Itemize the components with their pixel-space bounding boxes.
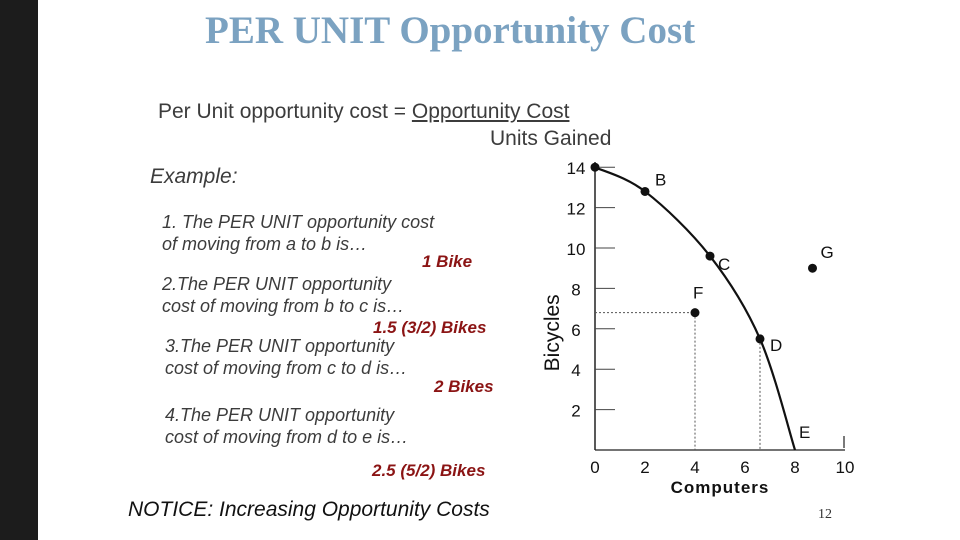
answer-4: 2.5 (5/2) Bikes	[372, 461, 486, 480]
question-1-line-2: of moving from a to b is…	[162, 234, 368, 254]
y-tick-label: 6	[571, 321, 580, 340]
slide-sidebar-bar	[0, 0, 38, 540]
point-c	[705, 251, 715, 261]
formula-denominator: Units Gained	[490, 127, 612, 150]
y-tick-label: 8	[571, 280, 580, 299]
y-tick-label: 10	[567, 240, 586, 259]
point-f	[690, 308, 700, 318]
notice-text: NOTICE: Increasing Opportunity Costs	[128, 498, 490, 521]
point-g	[808, 263, 817, 273]
question-1-line-1: 1. The PER UNIT opportunity cost	[162, 212, 435, 232]
chart-background	[533, 162, 867, 510]
y-tick-label: 12	[567, 200, 586, 219]
x-tick-label: 6	[740, 458, 749, 477]
question-2: 2.The PER UNIT opportunity cost of movin…	[162, 273, 404, 317]
answer-2: 1.5 (3/2) Bikes	[373, 318, 487, 337]
page-number: 12	[818, 507, 832, 522]
point-label-g: G	[821, 243, 834, 262]
x-tick-label: 4	[690, 458, 699, 477]
chart-layer: 2 4 6 8 10 12 14 0 2 4 6 8 10 Computers Bicycles A B C D E F…	[541, 162, 854, 497]
question-3: 3.The PER UNIT opportunity cost of movin…	[165, 335, 407, 379]
question-3-line-2: cost of moving from c to d is…	[165, 358, 408, 378]
question-4-line-2: cost of moving from d to e is…	[165, 427, 409, 447]
point-label-d: D	[770, 336, 782, 355]
y-tick-label: 2	[571, 402, 580, 421]
point-d	[755, 334, 765, 344]
question-3-line-1: 3.The PER UNIT opportunity	[165, 336, 395, 356]
question-2-line-1: 2.The PER UNIT opportunity	[162, 274, 392, 294]
question-4-line-1: 4.The PER UNIT opportunity	[165, 405, 395, 425]
ppf-curve	[594, 166, 797, 451]
sidebar-separator	[38, 0, 42, 540]
y-axis-label: Bicycles	[541, 294, 564, 371]
question-4: 4.The PER UNIT opportunity cost of movin…	[165, 404, 408, 448]
formula-lhs: Per Unit opportunity cost =	[158, 100, 412, 123]
y-tick-label: 14	[567, 162, 586, 178]
answer-3: 2 Bikes	[434, 377, 494, 396]
question-1: 1. The PER UNIT opportunity cost of movi…	[162, 211, 434, 255]
point-label-b: B	[655, 170, 666, 189]
formula-numerator: Opportunity Cost	[411, 100, 570, 123]
x-tick-label: 8	[790, 458, 799, 477]
point-label-c: C	[718, 255, 730, 274]
question-2-line-2: cost of moving from b to c is…	[162, 296, 405, 316]
point-label-a: A	[609, 162, 621, 163]
x-axis-label: Computers	[671, 478, 770, 497]
slide-title: PER UNIT Opportunity Cost	[205, 9, 696, 52]
ppf-chart: 2 4 6 8 10 12 14 0 2 4 6 8 10 Computers Bicycles A B C D E F…	[533, 162, 867, 510]
answer-1: 1 Bike	[422, 252, 473, 271]
point-b	[640, 186, 650, 196]
x-tick-label: 10	[836, 458, 855, 477]
example-label: Example:	[150, 165, 238, 188]
x-tick-label: 0	[590, 458, 599, 477]
point-a	[590, 162, 600, 172]
point-label-e: E	[799, 423, 810, 442]
x-tick-label: 2	[640, 458, 649, 477]
y-tick-label: 4	[571, 361, 580, 380]
formula-line: Per Unit opportunity cost = Opportunity …	[158, 100, 569, 124]
point-label-f: F	[693, 284, 703, 303]
